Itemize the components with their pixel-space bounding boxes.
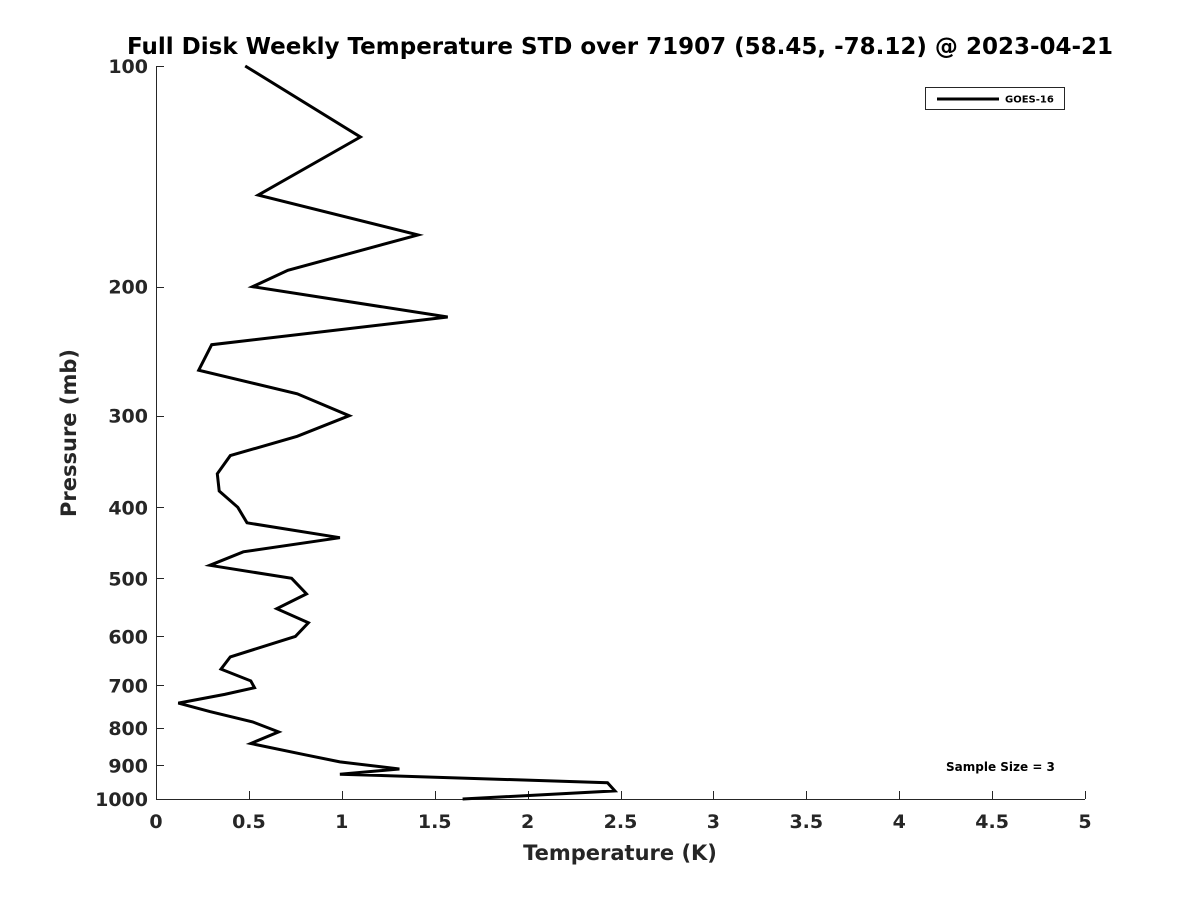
y-tick-label: 100: [108, 56, 148, 78]
series-line-goes-16: [177, 64, 619, 801]
axes: [156, 66, 1085, 800]
x-axis-label: Temperature (K): [523, 841, 717, 865]
y-tick-label: 900: [108, 755, 148, 777]
y-tick-label: 300: [108, 406, 148, 428]
y-tick-label: 600: [108, 626, 148, 648]
x-tick-label: 5: [1078, 811, 1091, 833]
y-tick-label: 800: [108, 718, 148, 740]
x-tick-label: 4: [893, 811, 906, 833]
y-tick-label: 500: [108, 568, 148, 590]
x-tick-label: 4.5: [975, 811, 1009, 833]
y-ticks: 100 200 300 400 500 600 700 800 900 1000: [95, 56, 164, 811]
x-tick-label: 2.5: [604, 811, 638, 833]
x-tick-label: 1.5: [418, 811, 452, 833]
x-tick-label: 0: [149, 811, 162, 833]
legend: GOES-16: [925, 87, 1065, 110]
y-axis-label: Pressure (mb): [57, 349, 81, 517]
x-tick-label: 1: [335, 811, 348, 833]
chart-title: Full Disk Weekly Temperature STD over 71…: [127, 34, 1113, 60]
x-tick-label: 0.5: [232, 811, 266, 833]
y-tick-label: 200: [108, 277, 148, 299]
x-tick-label: 2: [521, 811, 534, 833]
sample-size-annotation: Sample Size = 3: [946, 760, 1055, 774]
y-tick-label: 700: [108, 675, 148, 697]
series-layer: [177, 64, 619, 801]
x-tick-label: 3: [707, 811, 720, 833]
legend-label-goes-16: GOES-16: [1005, 95, 1054, 106]
y-tick-label: 400: [108, 497, 148, 519]
y-tick-label: 1000: [95, 789, 148, 811]
x-tick-label: 3.5: [789, 811, 823, 833]
x-ticks: 0 0.5 1 1.5 2 2.5 3 3.5 4 4.5 5: [149, 791, 1092, 833]
